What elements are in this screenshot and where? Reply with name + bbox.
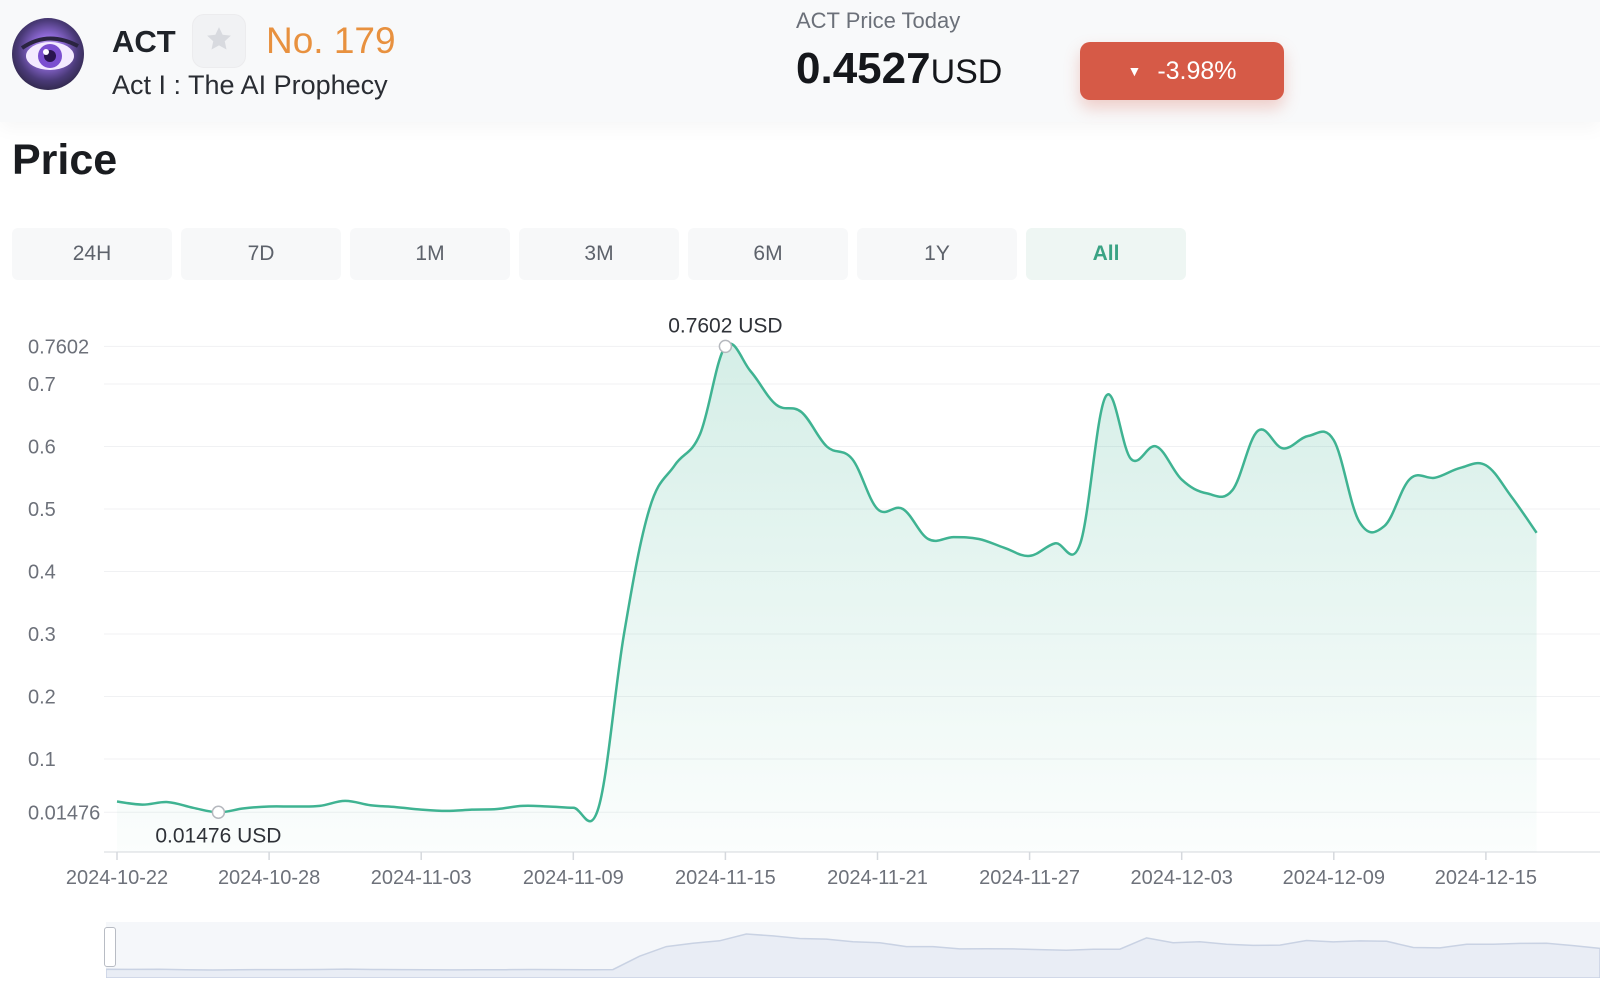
coin-rank: No. 179 xyxy=(266,20,396,61)
y-tick-label: 0.4 xyxy=(28,562,56,584)
tab-1m[interactable]: 1M xyxy=(350,228,510,280)
coin-header: ACT No. 179 Act I : The AI Prophecy ACT … xyxy=(0,0,1600,122)
price-change-badge: ▼ -3.98% xyxy=(1080,42,1284,100)
price-chart: 0.01476 0.1 0.2 0.3 0.4 0.5 0.6 0.7 0.7602 2024-1… xyxy=(28,314,1600,889)
y-tick-label: 0.7 xyxy=(28,374,56,396)
max-label: 0.7602 USD xyxy=(668,314,782,337)
x-tick-label: 2024-11-09 xyxy=(523,867,624,889)
x-tick-label: 2024-11-21 xyxy=(827,867,928,889)
tab-6m[interactable]: 6M xyxy=(688,228,848,280)
min-label: 0.01476 USD xyxy=(155,824,281,847)
x-tick-label: 2024-10-28 xyxy=(218,867,320,889)
x-tick-label: 2024-12-09 xyxy=(1283,867,1385,889)
navigator-handle[interactable] xyxy=(104,927,116,967)
star-icon xyxy=(204,24,234,59)
y-tick-label: 0.7602 xyxy=(28,336,89,358)
coin-logo xyxy=(12,18,84,90)
caret-down-icon: ▼ xyxy=(1127,63,1142,79)
y-tick-label: 0.3 xyxy=(28,624,56,646)
y-tick-label: 0.1 xyxy=(28,749,56,771)
y-tick-label: 0.01476 xyxy=(28,802,100,824)
tab-24h[interactable]: 24H xyxy=(12,228,172,280)
tab-7d[interactable]: 7D xyxy=(181,228,341,280)
tab-3m[interactable]: 3M xyxy=(519,228,679,280)
tab-1y[interactable]: 1Y xyxy=(857,228,1017,280)
y-tick-label: 0.2 xyxy=(28,687,56,709)
max-point xyxy=(718,339,733,354)
x-tick-label: 2024-11-27 xyxy=(979,867,1080,889)
coin-symbol: ACT xyxy=(112,24,176,59)
price-line xyxy=(116,342,1538,823)
price-today-label: ACT Price Today xyxy=(796,8,961,33)
chart-navigator[interactable] xyxy=(105,922,1600,979)
x-tick-label: 2024-11-03 xyxy=(371,867,472,889)
price-number: 0.4527 xyxy=(796,44,931,93)
price-today-value: 0.4527USD xyxy=(796,44,1002,94)
range-tabs: 24H 7D 1M 3M 6M 1Y All xyxy=(12,228,1186,280)
section-title: Price xyxy=(12,136,118,184)
x-tick-label: 2024-11-15 xyxy=(675,867,776,889)
price-unit: USD xyxy=(930,53,1003,91)
coin-name: Act I : The AI Prophecy xyxy=(112,70,388,100)
y-tick-label: 0.5 xyxy=(28,499,56,521)
price-change-value: -3.98% xyxy=(1157,56,1237,85)
price-area xyxy=(117,343,1537,852)
x-tick-label: 2024-12-15 xyxy=(1435,867,1537,889)
x-tick-label: 2024-10-22 xyxy=(66,867,168,889)
y-tick-label: 0.6 xyxy=(28,437,56,459)
min-point xyxy=(211,805,226,820)
tab-all[interactable]: All xyxy=(1026,228,1186,280)
x-tick-label: 2024-12-03 xyxy=(1131,867,1233,889)
favorite-button[interactable] xyxy=(192,14,246,68)
